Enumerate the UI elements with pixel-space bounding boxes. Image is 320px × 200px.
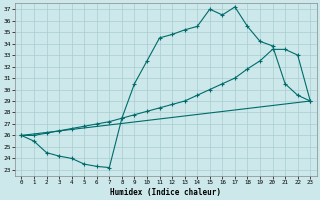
X-axis label: Humidex (Indice chaleur): Humidex (Indice chaleur)	[110, 188, 221, 197]
